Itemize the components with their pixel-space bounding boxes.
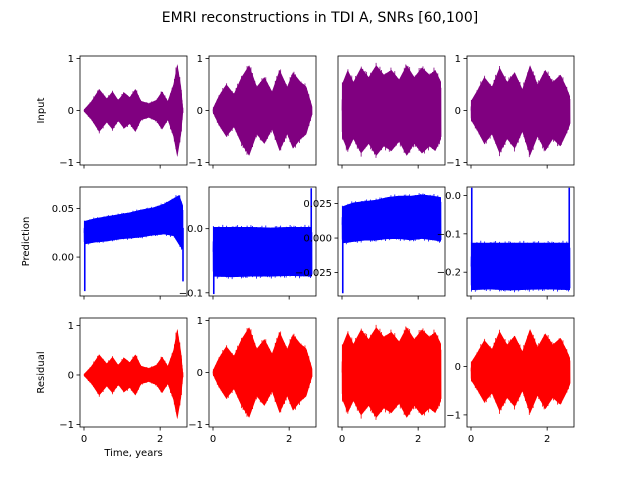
axes-frame xyxy=(208,186,317,297)
y-tick-label: −0.1 xyxy=(437,229,461,240)
figure-title: EMRI reconstructions in TDI A, SNRs [60,… xyxy=(162,10,478,26)
y-tick-label: 0.025 xyxy=(303,199,332,210)
series-line xyxy=(470,240,571,293)
series-line xyxy=(212,65,313,155)
series-line xyxy=(341,62,442,158)
subplot-1-3: −0.2 −0.1 0.0 xyxy=(437,186,575,300)
y-tick-label: 1 xyxy=(197,316,203,327)
series-line xyxy=(341,193,442,245)
axes-frame xyxy=(337,317,446,428)
subplot-1-2: −0.025 0.000 0.025 xyxy=(295,186,446,300)
y-tick-label: −1 xyxy=(446,410,461,421)
series-line xyxy=(83,330,184,416)
subplot-0-3: −1 0 1 xyxy=(446,54,575,169)
x-tick-label: 0 xyxy=(210,434,216,445)
x-tick-label: 2 xyxy=(157,434,163,445)
x-tick-label: 0 xyxy=(468,434,474,445)
y-tick-label: 0.0 xyxy=(445,191,461,202)
axes-frame xyxy=(337,186,446,297)
y-tick-label: 0.00 xyxy=(52,253,74,264)
y-tick-label: −1 xyxy=(188,158,203,169)
y-tick-label: −0.2 xyxy=(437,268,461,279)
y-tick-label: 1 xyxy=(455,54,461,65)
y-tick-label: 0 xyxy=(197,368,203,379)
x-axis-label: Time, years xyxy=(103,448,162,459)
subplot-2-0: 0 2 −1 0 1 Residual Time, years xyxy=(36,317,188,459)
y-tick-label: −0.1 xyxy=(179,288,203,299)
y-tick-label: −1 xyxy=(59,158,74,169)
series-line xyxy=(83,66,184,154)
y-axis-label: Input xyxy=(36,97,47,123)
y-tick-label: −1 xyxy=(188,420,203,431)
x-tick-label: 2 xyxy=(415,434,421,445)
subplot-2-1: 0 2 −1 0 1 xyxy=(188,316,317,445)
axes-frame xyxy=(466,317,575,428)
series-line xyxy=(470,329,571,415)
series-line xyxy=(212,327,313,417)
x-tick-label: 2 xyxy=(286,434,292,445)
x-tick-label: 2 xyxy=(544,434,550,445)
y-tick-label: −1 xyxy=(59,420,74,431)
y-tick-label: −0.025 xyxy=(295,268,332,279)
y-tick-label: 0.05 xyxy=(52,204,74,215)
y-tick-label: 0 xyxy=(68,370,74,381)
subplot-0-0: −1 0 1 Input xyxy=(36,54,188,169)
axes-frame xyxy=(79,186,188,297)
axes-frame xyxy=(466,186,575,297)
x-tick-label: 0 xyxy=(339,434,345,445)
series-line xyxy=(212,224,313,280)
subplot-1-1: −0.1 0.0 xyxy=(179,186,317,300)
y-tick-label: 0.000 xyxy=(303,234,332,245)
y-axis-label: Prediction xyxy=(21,217,32,267)
y-tick-label: 0.0 xyxy=(187,224,203,235)
y-tick-label: 0 xyxy=(455,362,461,373)
series-line xyxy=(83,195,184,250)
y-tick-label: 0 xyxy=(197,106,203,117)
subplot-0-2 xyxy=(337,55,446,169)
subplot-0-1: −1 0 1 xyxy=(188,54,317,169)
y-axis-label: Residual xyxy=(36,351,47,393)
axes-frame xyxy=(337,55,446,166)
subplot-1-0: 0.00 0.05 Prediction xyxy=(21,186,188,300)
series-line xyxy=(341,324,442,420)
axes-frame xyxy=(79,317,188,428)
y-tick-label: 1 xyxy=(68,54,74,65)
y-tick-label: −1 xyxy=(446,158,461,169)
x-tick-label: 0 xyxy=(81,434,87,445)
series-line xyxy=(470,65,571,158)
y-tick-label: 1 xyxy=(197,54,203,65)
subplot-grid: −101Input−101−1010.000.05Prediction−0.10… xyxy=(21,54,575,459)
y-tick-label: 1 xyxy=(68,321,74,332)
y-tick-label: 0 xyxy=(68,106,74,117)
y-tick-label: 0 xyxy=(455,106,461,117)
subplot-2-3: 0 2 −1 0 xyxy=(446,317,575,445)
